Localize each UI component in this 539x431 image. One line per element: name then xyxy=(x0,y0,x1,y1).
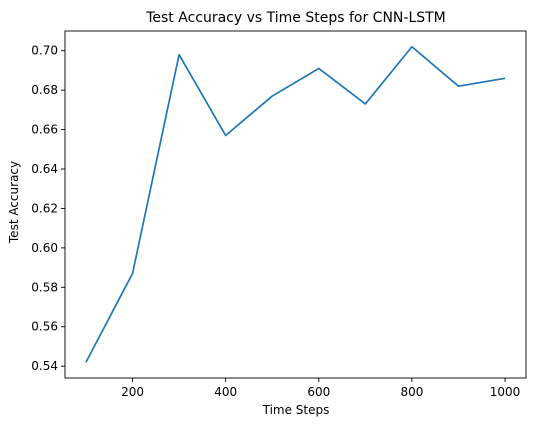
y-tick-label: 0.66 xyxy=(31,123,58,137)
y-tick-label: 0.62 xyxy=(31,201,58,215)
y-tick-label: 0.60 xyxy=(31,241,58,255)
y-tick-label: 0.68 xyxy=(31,83,58,97)
y-tick-label: 0.70 xyxy=(31,44,58,58)
y-tick-label: 0.64 xyxy=(31,162,58,176)
series-line-1 xyxy=(85,45,506,363)
axes-frame xyxy=(64,30,527,379)
x-tick-label: 800 xyxy=(400,385,423,399)
y-tick-label: 0.56 xyxy=(31,320,58,334)
plot-area: 200 400 600 800 1000 0.54 0.56 0.58 0.60 0.62 0.64… xyxy=(31,30,527,399)
y-axis-label: Test Accuracy xyxy=(7,161,21,244)
x-axis-label: Time Steps xyxy=(262,403,330,417)
x-tick-label: 400 xyxy=(214,385,237,399)
x-tick-label: 1000 xyxy=(490,385,521,399)
y-tick-label: 0.58 xyxy=(31,280,58,294)
x-tick-label: 600 xyxy=(307,385,330,399)
chart-title: Test Accuracy vs Time Steps for CNN-LSTM xyxy=(145,10,446,26)
y-tick-label: 0.54 xyxy=(31,359,58,373)
x-tick-label: 200 xyxy=(121,385,144,399)
